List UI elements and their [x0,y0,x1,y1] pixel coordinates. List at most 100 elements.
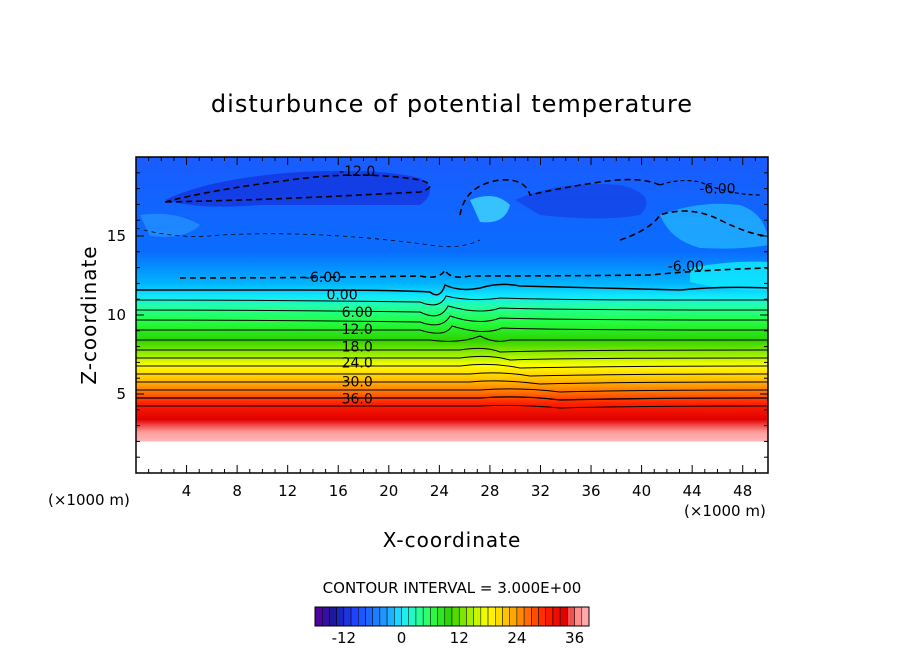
cold-core-left [165,170,430,207]
x-tick-label: 28 [480,482,499,500]
contour-labels: -12.0-6.00-6.00-6.000.006.0012.018.024.0… [305,164,736,408]
colorbar-cell [314,606,323,627]
colorbar-cell [531,606,539,627]
y-axis-ticks: 5 10 15 [107,172,768,458]
contour-33 [136,388,768,393]
colorbar-cell [350,606,359,627]
contour-interval-text: CONTOUR INTERVAL = 3.000E+00 [323,579,582,597]
colorbar-cell [401,606,409,627]
colorbar-cell [559,606,568,627]
contour-3 [136,295,768,306]
colorbar-cell [408,606,417,627]
x-tick-label: 44 [683,482,702,500]
cold-core-mid [515,184,647,219]
y-tick-label: 5 [116,385,126,403]
contour-label: -6.00 [668,259,704,275]
x-tick-label: 36 [581,482,600,500]
plot-field: -12.0-6.00-6.00-6.000.006.0012.018.024.0… [136,157,768,473]
warm-patch-left [140,213,200,237]
contour-label: -6.00 [305,270,341,286]
contour-36 [136,396,768,401]
colorbar-cell [487,606,496,627]
contour-minus6-upper [459,178,661,216]
colorbar-cell [430,606,438,627]
colorbar-ticks: -12 0 12 24 36 [332,629,585,647]
warm-patch-right [660,203,768,249]
colorbar-cell [394,606,402,627]
colorbar-cell [437,606,446,627]
contour-30 [136,380,768,385]
x-axis-unit-label: (×1000 m) [684,502,766,520]
colorbar-cell [495,606,503,627]
contour-label: 6.00 [342,305,373,321]
contour-9 [136,315,768,326]
contour-label: 30.0 [342,374,373,390]
x-tick-label: 48 [733,482,752,500]
colorbar-tick-label: 36 [565,629,584,647]
x-tick-label: 40 [632,482,651,500]
colorbar-cell [545,606,554,627]
colorbar-cell [444,606,453,627]
colorbar-cell [458,606,467,627]
contour-label: 18.0 [342,340,373,356]
colorbar-cell [480,606,489,627]
contour-label: 24.0 [342,355,373,371]
colorbar-cell [343,606,352,627]
contour-minus6-right [659,179,761,196]
contour-label: -6.00 [699,182,735,198]
contour-6 [136,305,768,317]
x-axis-ticks: 4 8 12 16 20 24 28 32 36 40 44 48 [148,157,756,500]
contour-39 [136,404,768,409]
colorbar-cell [365,606,373,627]
colorbar-cell [523,606,532,627]
x-origin-unit-label: (×1000 m) [48,491,130,509]
contour-label: -12.0 [339,164,375,180]
contour-lines [136,174,768,409]
contour-label: 12.0 [342,322,373,338]
colorbar-cell [516,606,525,627]
colorbar-cell [386,606,395,627]
colorbar-tick-label: 12 [450,629,469,647]
contour-18 [136,347,768,353]
chart-title: disturbunce of potential temperature [211,90,693,118]
colorbar-cell [415,606,424,627]
colorbar-cell [466,606,474,627]
colorbar-cell [372,606,381,627]
contour-minus12 [164,174,431,203]
colorbar [314,606,590,627]
field-fill [136,157,768,473]
x-tick-label: 32 [531,482,550,500]
x-axis-title: X-coordinate [383,528,522,552]
colorbar-cell [358,606,366,627]
contour-24 [136,363,768,369]
colorbar-tick-label: 24 [507,629,526,647]
colorbar-cell [379,606,388,627]
colorbar-cell [451,606,460,627]
colorbar-cell [574,606,583,627]
contour-0 [136,283,768,296]
colorbar-cell [538,606,546,627]
x-tick-label: 4 [182,482,192,500]
colorbar-frame [314,606,590,627]
colorbar-cell [321,606,330,627]
x-tick-label: 8 [232,482,242,500]
contour-15 [136,335,768,342]
colorbar-cell [422,606,431,627]
x-tick-label: 12 [278,482,297,500]
contour-minus6-lower [179,267,768,279]
colorbar-tick-label: 0 [397,629,407,647]
contour-21 [136,355,768,361]
y-axis-title: Z-coordinate [77,245,101,384]
colorbar-cell [502,606,510,627]
contour-12 [136,325,768,334]
colorbar-cell [473,606,482,627]
y-tick-label: 10 [107,306,126,324]
contour-27 [136,372,768,377]
colorbar-cell [329,606,337,627]
colorbar-cell [509,606,518,627]
y-tick-label: 15 [107,227,126,245]
contour-label: 36.0 [342,392,373,408]
colorbar-cell [552,606,561,627]
colorbar-tick-label: -12 [332,629,357,647]
